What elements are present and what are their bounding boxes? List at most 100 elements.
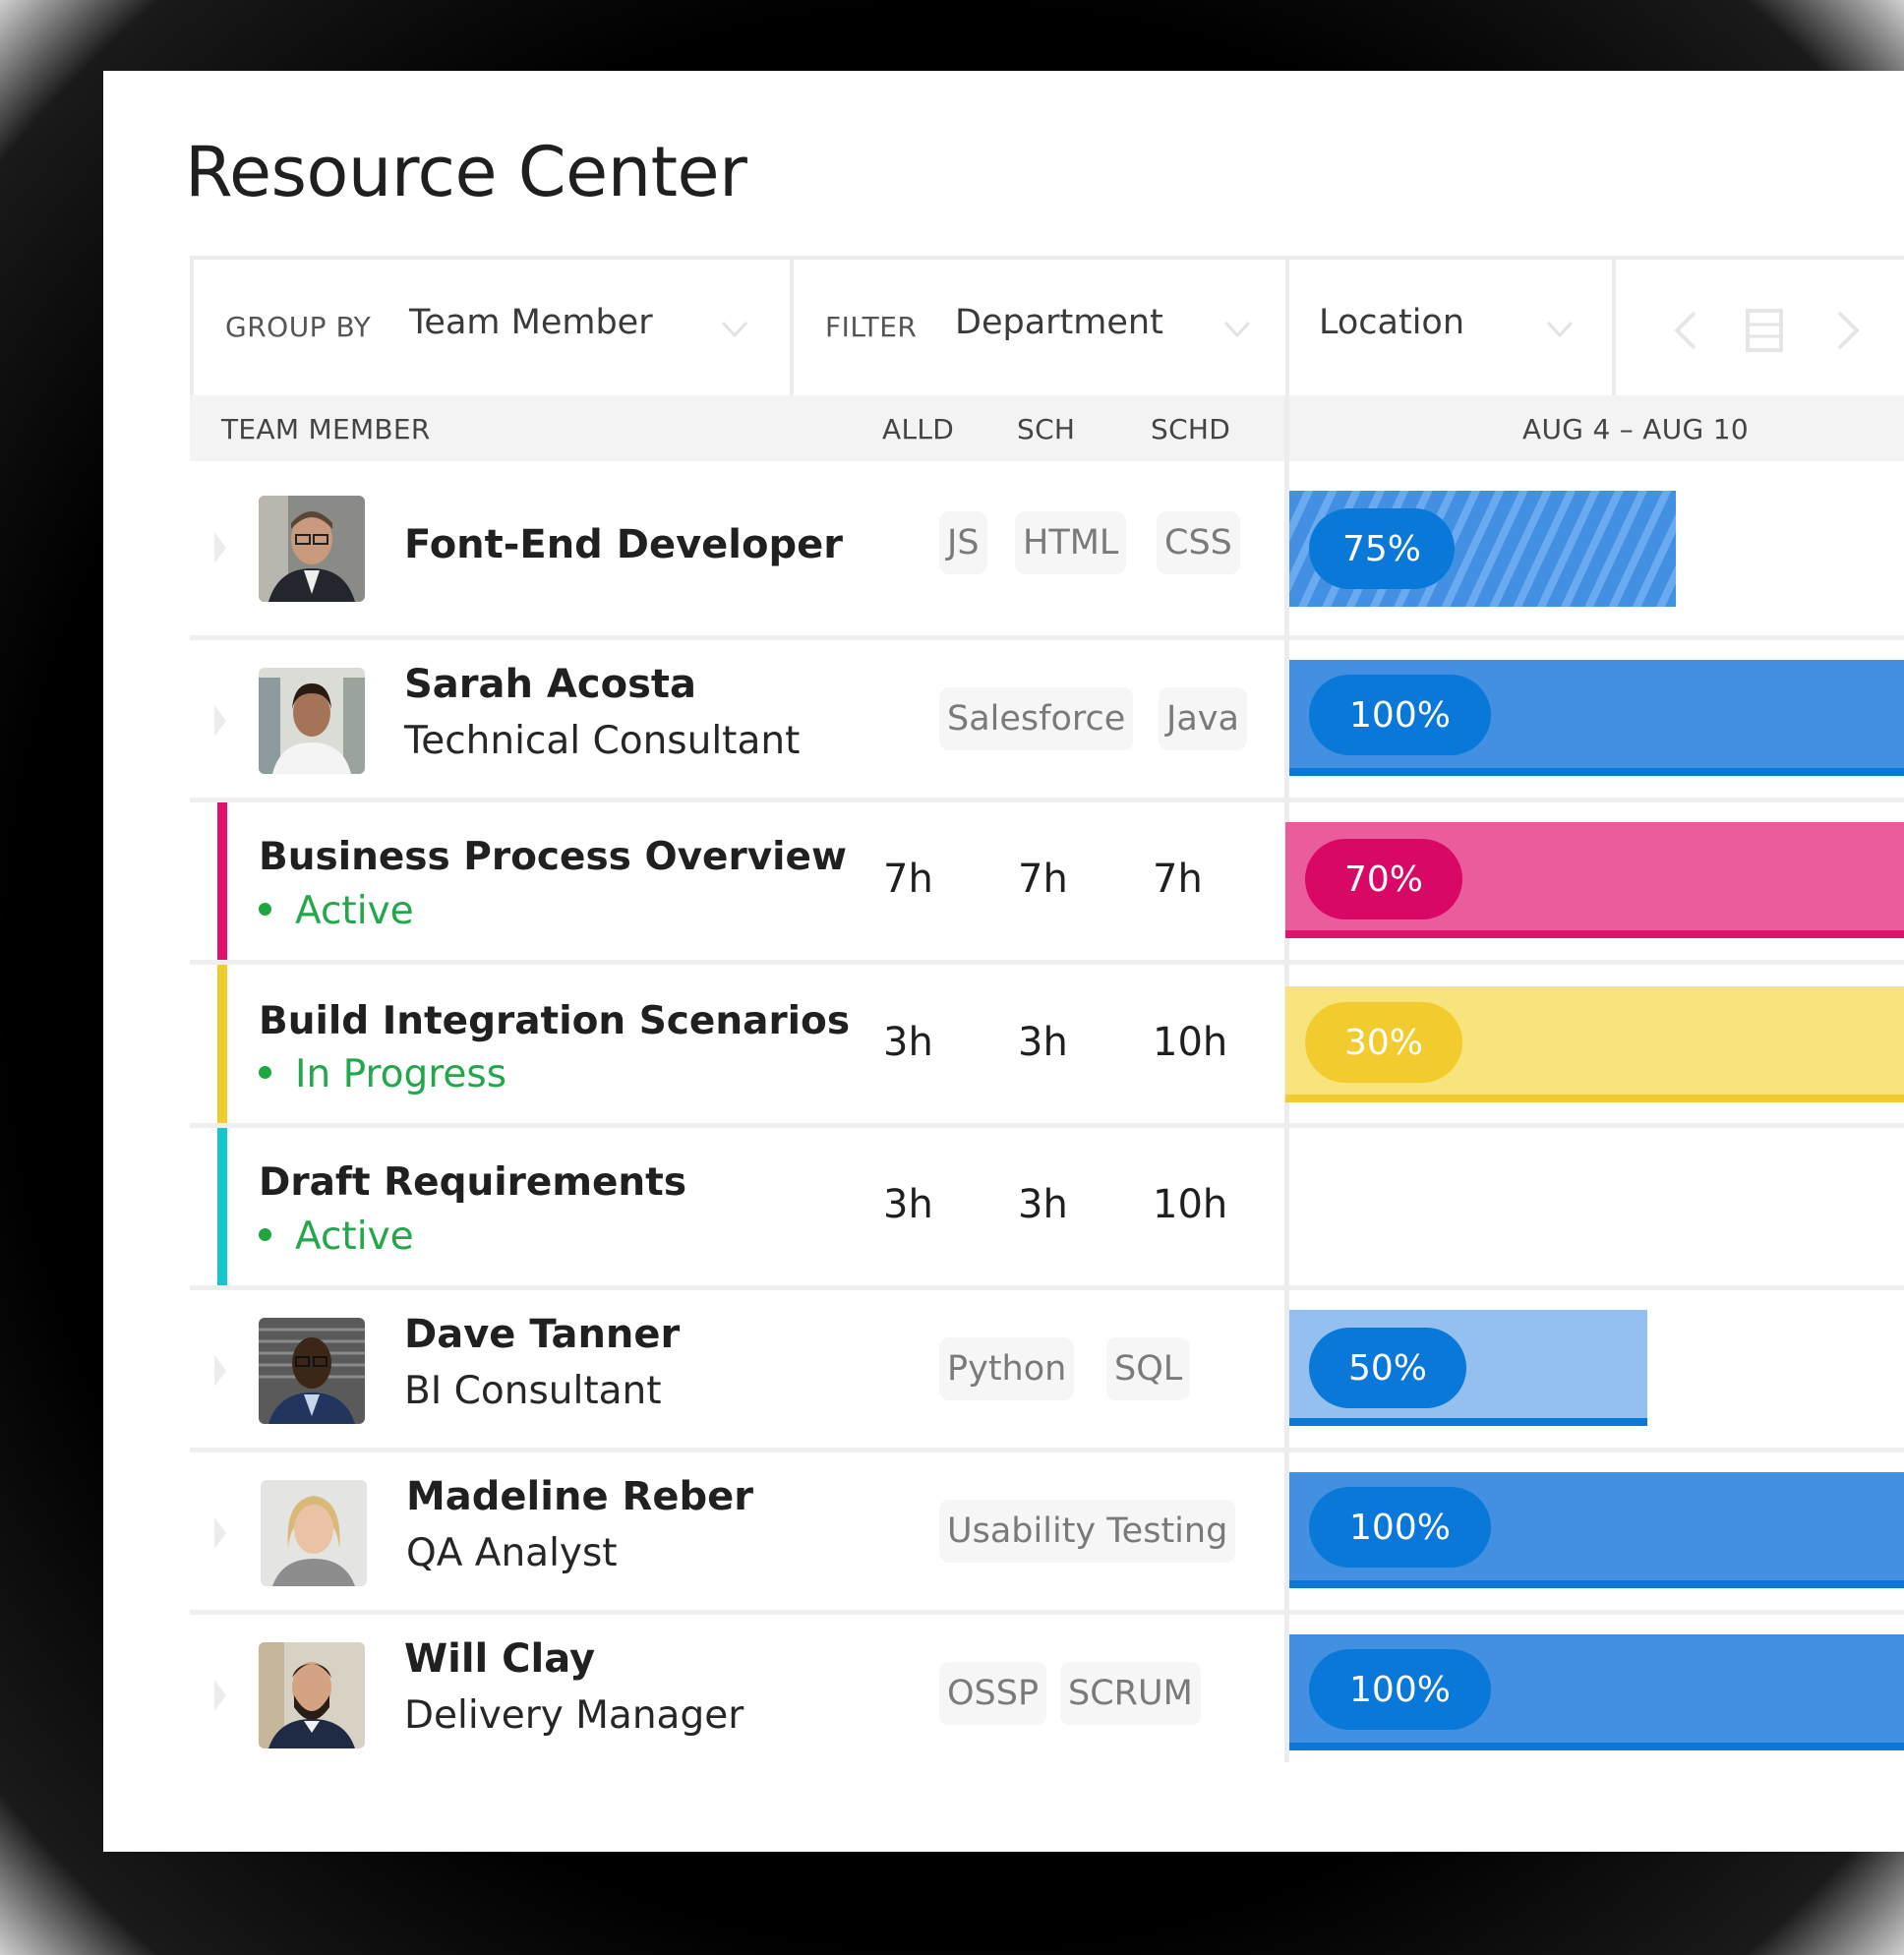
task-row[interactable]: Draft Requirements Active 3h 3h 10h	[190, 1128, 1904, 1285]
skill-tag: CSS	[1157, 511, 1240, 574]
date-range-label: AUG 4 – AUG 10	[1522, 413, 1749, 445]
page-title: Resource Center	[185, 132, 747, 212]
toolbar: GROUP BY Team Member FILTER Department L…	[190, 256, 1904, 395]
member-name: Madeline Reber	[406, 1474, 753, 1519]
expand-row-icon[interactable]	[214, 705, 226, 737]
chevron-down-icon	[720, 314, 749, 343]
member-name: Font-End Developer	[404, 522, 843, 567]
column-sch[interactable]: SCH	[1017, 413, 1076, 445]
status-dot-icon	[259, 1066, 271, 1079]
avatar	[261, 1480, 367, 1586]
sch-hours: 3h	[1018, 1182, 1068, 1227]
filter-department-dropdown[interactable]: FILTER Department	[794, 260, 1289, 395]
table-header: TEAM MEMBER ALLD SCH SCHD AUG 4 – AUG 10	[190, 395, 1904, 461]
member-role: Technical Consultant	[404, 719, 801, 763]
allocation-percent: 100%	[1309, 1487, 1491, 1568]
member-role: QA Analyst	[406, 1531, 618, 1575]
member-role: Delivery Manager	[404, 1693, 744, 1738]
allocation-bar[interactable]: 30%	[1285, 986, 1904, 1102]
task-status-label: Active	[295, 1214, 414, 1259]
skill-tag: JS	[939, 511, 987, 574]
expand-row-icon[interactable]	[214, 532, 226, 563]
table-row[interactable]: Font-End Developer JS HTML CSS 75%	[190, 461, 1904, 635]
alld-hours: 3h	[883, 1182, 933, 1227]
allocation-percent: 70%	[1305, 839, 1462, 919]
table-row[interactable]: Madeline Reber QA Analyst Usability Test…	[190, 1452, 1904, 1610]
group-by-value: Team Member	[409, 303, 653, 342]
next-week-button[interactable]	[1827, 307, 1869, 354]
calendar-icon[interactable]	[1744, 307, 1785, 354]
schd-hours: 7h	[1153, 857, 1203, 902]
avatar	[259, 1642, 365, 1748]
previous-week-button[interactable]	[1665, 307, 1706, 354]
task-title: Draft Requirements	[259, 1160, 687, 1205]
expand-row-icon[interactable]	[214, 1517, 226, 1549]
allocation-bar[interactable]: 50%	[1289, 1310, 1647, 1426]
skill-tag: Python	[939, 1337, 1075, 1400]
avatar	[259, 668, 365, 774]
task-status-label: In Progress	[295, 1052, 507, 1096]
column-alld[interactable]: ALLD	[882, 413, 955, 445]
task-color-stripe	[217, 1128, 227, 1285]
allocation-bar[interactable]: 75%	[1289, 491, 1676, 607]
filter-label: FILTER	[825, 311, 918, 343]
location-dropdown[interactable]: Location	[1289, 260, 1616, 395]
allocation-bar[interactable]: 100%	[1289, 1472, 1904, 1588]
row-divider	[190, 1285, 1904, 1290]
task-status: Active	[259, 1214, 414, 1259]
table-row[interactable]: Dave Tanner BI Consultant Python SQL 50%	[190, 1290, 1904, 1448]
skill-tag: Salesforce	[939, 687, 1134, 750]
date-navigation	[1616, 260, 1904, 395]
task-row[interactable]: Build Integration Scenarios In Progress …	[190, 965, 1904, 1123]
alld-hours: 3h	[883, 1020, 933, 1065]
table-row[interactable]: Sarah Acosta Technical Consultant Salesf…	[190, 640, 1904, 798]
allocation-percent: 100%	[1309, 675, 1491, 755]
alld-hours: 7h	[883, 857, 933, 902]
skill-tag: SQL	[1106, 1337, 1191, 1400]
status-dot-icon	[259, 1228, 271, 1241]
row-divider	[190, 1610, 1904, 1615]
column-schd[interactable]: SCHD	[1151, 413, 1231, 445]
schd-hours: 10h	[1153, 1182, 1228, 1227]
task-title: Build Integration Scenarios	[259, 999, 851, 1043]
allocation-bar[interactable]: 100%	[1289, 660, 1904, 776]
skill-tag: SCRUM	[1060, 1662, 1201, 1725]
sch-hours: 3h	[1018, 1020, 1068, 1065]
member-name: Dave Tanner	[404, 1312, 681, 1357]
group-by-label: GROUP BY	[225, 311, 372, 343]
allocation-bar[interactable]: 70%	[1285, 822, 1904, 938]
skill-tag: OSSP	[939, 1662, 1047, 1725]
status-dot-icon	[259, 903, 271, 916]
row-divider	[190, 798, 1904, 802]
task-status: Active	[259, 889, 414, 933]
task-color-stripe	[217, 802, 227, 960]
schd-hours: 10h	[1153, 1020, 1228, 1065]
task-status-label: Active	[295, 889, 414, 933]
task-status: In Progress	[259, 1052, 506, 1096]
allocation-percent: 100%	[1309, 1649, 1491, 1730]
location-value: Location	[1319, 303, 1465, 342]
avatar	[259, 1318, 365, 1424]
table-row[interactable]: Will Clay Delivery Manager OSSP SCRUM 10…	[190, 1615, 1904, 1772]
allocation-percent: 50%	[1309, 1328, 1466, 1408]
sch-hours: 7h	[1018, 857, 1068, 902]
filter-value: Department	[955, 303, 1163, 342]
expand-row-icon[interactable]	[214, 1355, 226, 1387]
row-divider	[190, 1123, 1904, 1128]
resource-center-panel: Resource Center GROUP BY Team Member FIL…	[103, 71, 1904, 1852]
task-row[interactable]: Business Process Overview Active 7h 7h 7…	[190, 802, 1904, 960]
allocation-percent: 30%	[1305, 1002, 1462, 1083]
column-team-member[interactable]: TEAM MEMBER	[221, 413, 431, 445]
skill-tag: Java	[1159, 687, 1247, 750]
avatar	[259, 496, 365, 602]
member-name: Sarah Acosta	[404, 662, 696, 707]
group-by-dropdown[interactable]: GROUP BY Team Member	[194, 260, 794, 395]
chevron-down-icon	[1545, 314, 1575, 343]
skill-tag: Usability Testing	[939, 1500, 1236, 1563]
row-divider	[190, 960, 1904, 965]
member-name: Will Clay	[404, 1636, 596, 1682]
row-divider	[190, 635, 1904, 640]
chevron-down-icon	[1222, 314, 1252, 343]
expand-row-icon[interactable]	[214, 1680, 226, 1711]
allocation-bar[interactable]: 100%	[1289, 1634, 1904, 1750]
